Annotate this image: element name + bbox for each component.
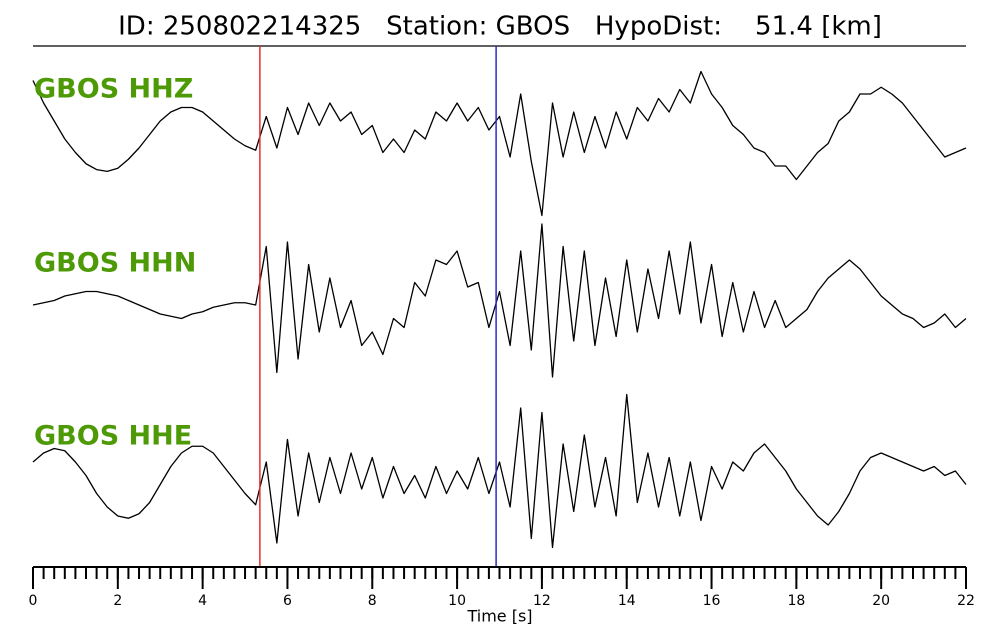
x-tick-label: 14 xyxy=(618,593,636,609)
x-tick-label: 2 xyxy=(113,593,122,609)
trace xyxy=(32,223,967,378)
x-tick-label: 20 xyxy=(872,593,890,609)
x-tick-label: 10 xyxy=(448,593,466,609)
x-tick-label: 0 xyxy=(29,593,38,609)
chart-title: ID: 250802214325 Station: GBOS HypoDist:… xyxy=(118,12,882,42)
x-axis-label: Time [s] xyxy=(466,607,532,626)
x-tick-label: 8 xyxy=(368,593,377,609)
x-tick-label: 22 xyxy=(957,593,975,609)
trace xyxy=(32,70,967,217)
trace-label: GBOS HHN xyxy=(34,248,196,279)
trace-label: GBOS HHE xyxy=(34,421,192,452)
trace xyxy=(32,393,967,549)
x-tick-label: 12 xyxy=(533,593,551,609)
trace-label: GBOS HHZ xyxy=(34,74,193,105)
x-tick-label: 6 xyxy=(283,593,292,609)
x-tick-label: 16 xyxy=(703,593,721,609)
x-tick-label: 4 xyxy=(198,593,207,609)
x-tick-label: 18 xyxy=(787,593,805,609)
